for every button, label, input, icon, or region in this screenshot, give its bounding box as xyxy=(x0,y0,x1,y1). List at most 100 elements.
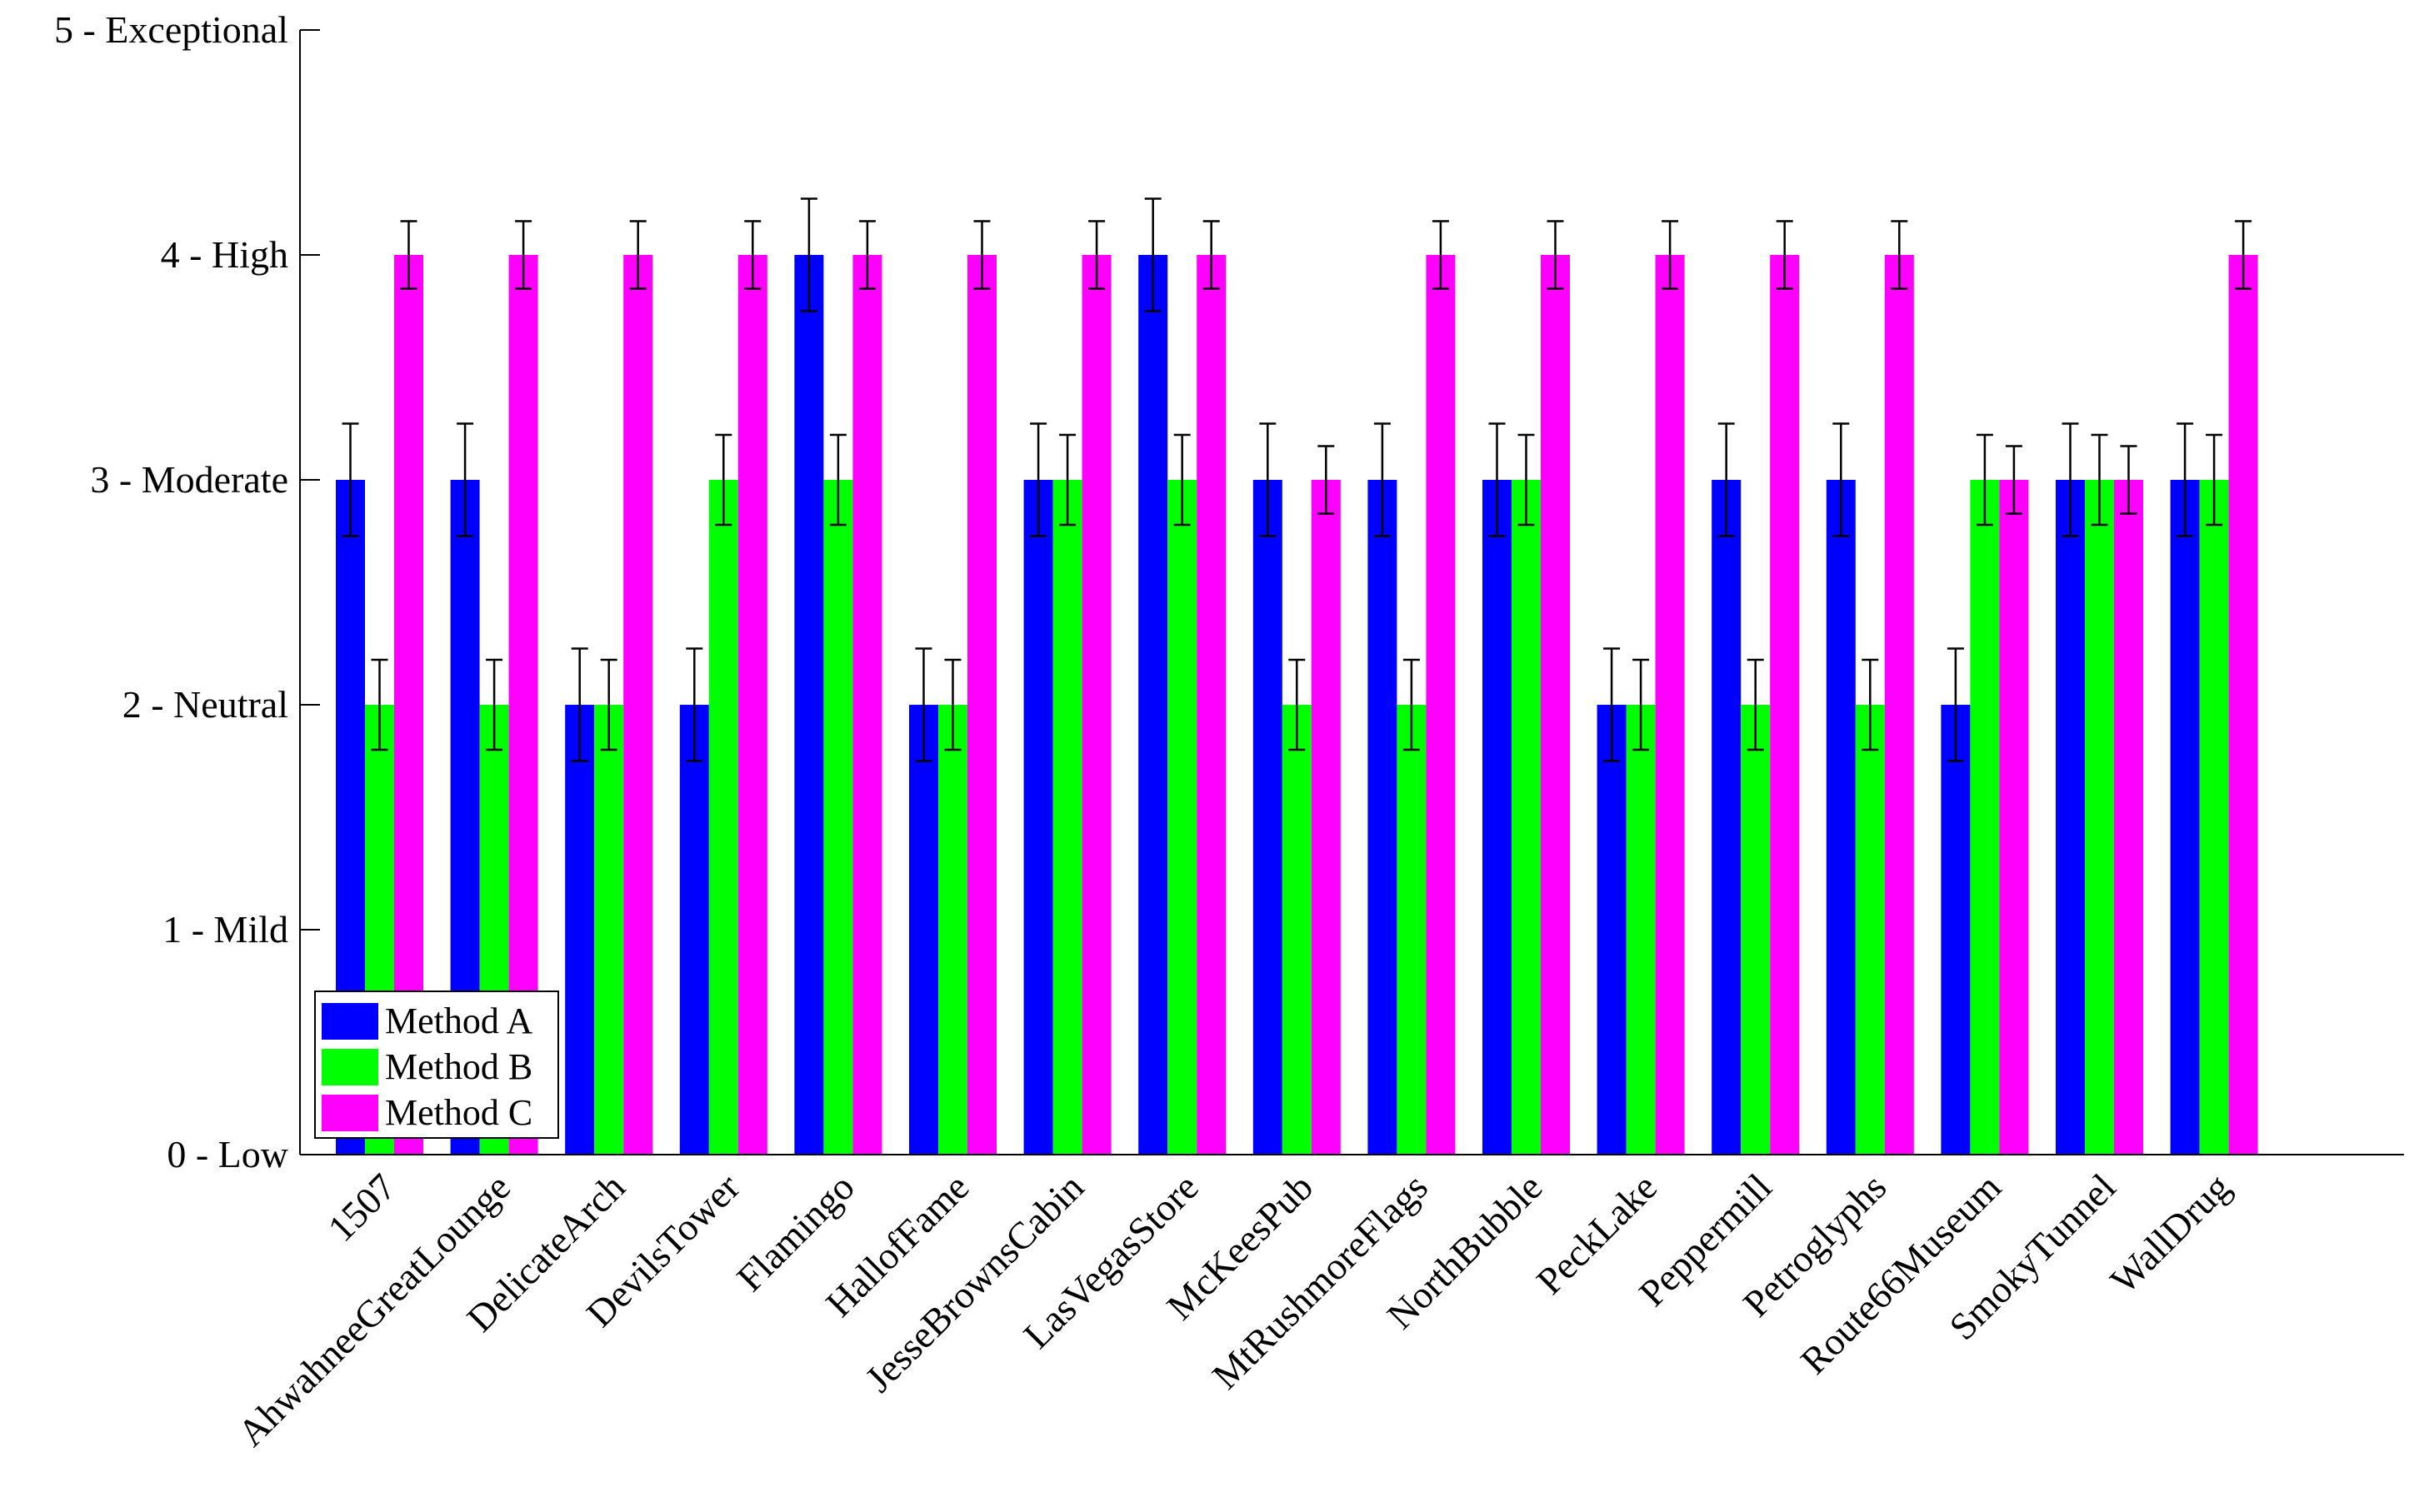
legend-label-method-c: Method C xyxy=(385,1092,532,1133)
bar-lasvegasstore-method-c xyxy=(1197,255,1227,1155)
error-bar-walldrug-method-a xyxy=(2177,422,2194,537)
error-bar-delicatearch-method-c xyxy=(629,220,647,290)
bar-halloffame-method-c xyxy=(967,255,997,1155)
bar-mckeespub-method-b xyxy=(1282,705,1312,1155)
x-axis-ticks: 1507AhwahneeGreatLoungeDelicateArchDevil… xyxy=(229,1165,2238,1455)
x-tick-label-route66museum: Route66Museum xyxy=(1792,1165,2009,1382)
bar-delicatearch-method-c xyxy=(623,255,653,1155)
x-tick-label-walldrug: WallDrug xyxy=(2102,1165,2239,1302)
bar-devilstower-method-c xyxy=(737,255,767,1155)
bar-route66museum-method-c xyxy=(1999,480,2029,1155)
error-bar-halloffame-method-a xyxy=(915,647,932,762)
bars-layer xyxy=(336,255,2258,1155)
error-bar-flamingo-method-a xyxy=(800,197,817,312)
x-tick-label-jessebrownscabin: JesseBrownsCabin xyxy=(857,1165,1092,1400)
bar-delicatearch-method-b xyxy=(594,705,624,1155)
error-bar-peppermill-method-c xyxy=(1776,220,1793,290)
y-tick-label-0: 0 - Low xyxy=(167,1133,288,1175)
bar-lasvegasstore-method-b xyxy=(1167,480,1197,1155)
bar-jessebrownscabin-method-c xyxy=(1082,255,1112,1155)
error-bar-devilstower-method-c xyxy=(744,220,762,290)
bar-northbubble-method-c xyxy=(1541,255,1570,1155)
bar-mtrushmoreflags-method-a xyxy=(1367,480,1397,1155)
bar-mtrushmoreflags-method-c xyxy=(1426,255,1456,1155)
error-bar-flamingo-method-c xyxy=(858,220,876,290)
error-bar-smokytunnel-method-c xyxy=(2120,445,2137,515)
bar-northbubble-method-b xyxy=(1512,480,1541,1155)
axes-layer xyxy=(299,30,2404,1155)
error-bar-petroglyphs-method-b xyxy=(1862,658,1879,751)
y-tick-label-1: 1 - Mild xyxy=(162,908,288,951)
legend[interactable]: Method A Method B Method C xyxy=(314,991,559,1139)
bar-walldrug-method-a xyxy=(2170,480,2200,1155)
error-bar-mtrushmoreflags-method-c xyxy=(1432,220,1449,290)
bar-devilstower-method-a xyxy=(679,705,709,1155)
bar-route66museum-method-a xyxy=(1941,705,1971,1155)
error-bar-smokytunnel-method-b xyxy=(2091,433,2108,526)
error-bar-mtrushmoreflags-method-a xyxy=(1373,422,1391,537)
error-bar-walldrug-method-c xyxy=(2235,220,2252,290)
bar-walldrug-method-c xyxy=(2228,255,2258,1155)
bar-petroglyphs-method-c xyxy=(1884,255,1914,1155)
error-bar-jessebrownscabin-method-b xyxy=(1059,433,1077,526)
error-bar-ahwahneegreatlounge-method-b xyxy=(486,658,503,751)
bar-halloffame-method-b xyxy=(938,705,967,1155)
y-tick-label-5: 5 - Exceptional xyxy=(54,8,288,51)
error-bar-1507-method-b xyxy=(371,658,388,751)
error-bar-petroglyphs-method-a xyxy=(1832,422,1850,537)
bar-jessebrownscabin-method-b xyxy=(1052,480,1082,1155)
error-bar-halloffame-method-c xyxy=(973,220,991,290)
bar-pecklake-method-c xyxy=(1655,255,1685,1155)
bar-jessebrownscabin-method-a xyxy=(1023,480,1053,1155)
x-tick-label-mtrushmoreflags: MtRushmoreFlags xyxy=(1204,1165,1436,1397)
error-bar-peppermill-method-b xyxy=(1747,658,1764,751)
error-bar-devilstower-method-a xyxy=(686,647,703,762)
error-bar-ahwahneegreatlounge-method-c xyxy=(515,220,532,290)
bar-peppermill-method-c xyxy=(1770,255,1800,1155)
bar-pecklake-method-b xyxy=(1626,705,1656,1155)
error-bar-halloffame-method-b xyxy=(944,658,962,751)
error-bar-smokytunnel-method-a xyxy=(2062,422,2079,537)
error-bar-pecklake-method-a xyxy=(1603,647,1621,762)
error-bar-northbubble-method-b xyxy=(1517,433,1535,526)
error-bar-pecklake-method-c xyxy=(1662,220,1679,290)
error-bars-layer xyxy=(342,197,2252,762)
bar-smokytunnel-method-b xyxy=(2085,480,2114,1155)
y-axis-ticks: 0 - Low 1 - Mild 2 - Neutral 3 - Moderate 4 … xyxy=(54,8,320,1175)
error-bar-mtrushmoreflags-method-b xyxy=(1402,658,1420,751)
bar-smokytunnel-method-c xyxy=(2114,480,2143,1155)
bar-northbubble-method-a xyxy=(1482,480,1512,1155)
y-tick-label-4: 4 - High xyxy=(161,233,288,276)
error-bar-flamingo-method-b xyxy=(829,433,847,526)
bar-petroglyphs-method-b xyxy=(1855,705,1885,1155)
error-bar-devilstower-method-b xyxy=(715,433,732,526)
error-bar-lasvegasstore-method-b xyxy=(1173,433,1191,526)
bar-smokytunnel-method-a xyxy=(2056,480,2085,1155)
bar-pecklake-method-a xyxy=(1597,705,1627,1155)
legend-swatch-method-b xyxy=(322,1049,378,1085)
error-bar-jessebrownscabin-method-c xyxy=(1088,220,1106,290)
x-tick-label-1507: 1507 xyxy=(319,1165,403,1250)
error-bar-northbubble-method-a xyxy=(1488,422,1506,537)
bar-flamingo-method-b xyxy=(823,480,853,1155)
error-bar-jessebrownscabin-method-a xyxy=(1030,422,1047,537)
legend-swatch-method-c xyxy=(322,1095,378,1131)
error-bar-route66museum-method-c xyxy=(2005,445,2022,515)
error-bar-lasvegasstore-method-c xyxy=(1202,220,1220,290)
bar-delicatearch-method-a xyxy=(565,705,595,1155)
error-bar-walldrug-method-b xyxy=(2206,433,2223,526)
bar-flamingo-method-a xyxy=(794,255,824,1155)
error-bar-northbubble-method-c xyxy=(1547,220,1564,290)
error-bar-route66museum-method-a xyxy=(1947,647,1964,762)
bar-mtrushmoreflags-method-b xyxy=(1397,705,1427,1155)
bar-lasvegasstore-method-a xyxy=(1138,255,1168,1155)
error-bar-delicatearch-method-a xyxy=(571,647,588,762)
bar-petroglyphs-method-a xyxy=(1826,480,1856,1155)
bar-peppermill-method-a xyxy=(1712,480,1742,1155)
y-tick-label-2: 2 - Neutral xyxy=(122,683,288,726)
y-tick-label-3: 3 - Moderate xyxy=(90,458,288,501)
error-bar-1507-method-c xyxy=(400,220,417,290)
error-bar-mckeespub-method-c xyxy=(1317,445,1335,515)
bar-mckeespub-method-c xyxy=(1311,480,1341,1155)
